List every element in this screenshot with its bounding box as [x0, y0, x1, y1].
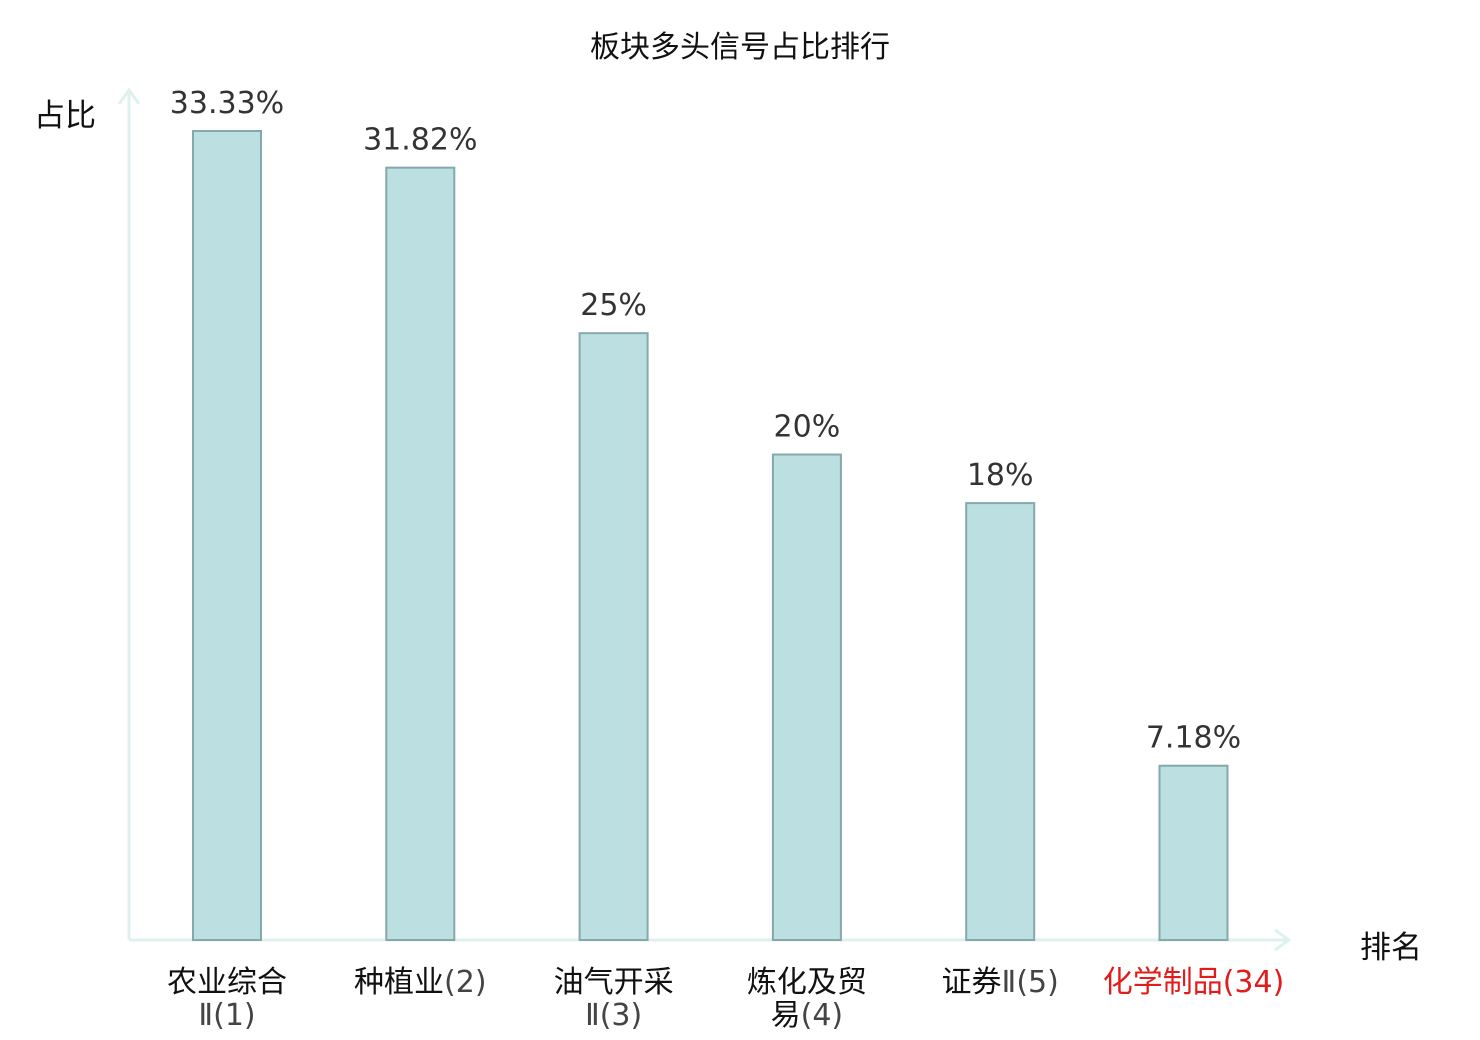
category-rank: (34) [1222, 965, 1285, 1000]
y-axis-arrow [117, 87, 141, 105]
x-tick-label: 证券Ⅱ(5) [915, 966, 1085, 999]
category-rank: Ⅱ(3) [584, 998, 643, 1033]
value-label: 18% [967, 458, 1034, 493]
category-rank: (2) [444, 965, 487, 1000]
x-tick-label: 农业综合Ⅱ(1) [162, 966, 292, 1032]
x-axis-arrow [1274, 928, 1292, 952]
category-rank: Ⅱ(1) [198, 998, 256, 1033]
chart-title: 板块多头信号占比排行 [590, 30, 890, 65]
category-name: 化学制品 [1102, 965, 1223, 1000]
category-name: 证券 [941, 965, 1002, 1000]
x-tick-label: 炼化及贸易(4) [742, 966, 872, 1032]
value-label: 20% [774, 410, 841, 445]
category-rank: (4) [800, 998, 844, 1033]
value-label: 25% [580, 288, 647, 323]
category-name: 油气开采 [553, 965, 674, 1000]
category-name: 炼化及贸易 [746, 965, 867, 1033]
x-tick-label: 种植业(2) [335, 966, 505, 999]
bar [385, 166, 456, 941]
bar [965, 502, 1036, 941]
x-tick-label: 化学制品(34) [1084, 966, 1304, 999]
x-tick-label: 油气开采Ⅱ(3) [549, 966, 679, 1032]
value-label: 33.33% [170, 86, 284, 121]
category-name: 农业综合 [167, 965, 287, 1000]
value-label: 31.82% [363, 123, 477, 158]
category-name: 种植业 [354, 965, 445, 1000]
category-rank: Ⅱ(5) [1001, 965, 1059, 1000]
bar [578, 332, 649, 941]
bar [192, 130, 262, 941]
y-axis-label: 占比 [34, 98, 96, 134]
bar [1158, 764, 1229, 942]
value-label: 7.18% [1146, 721, 1241, 756]
bar [771, 453, 842, 941]
x-axis-label: 排名 [1360, 930, 1422, 966]
